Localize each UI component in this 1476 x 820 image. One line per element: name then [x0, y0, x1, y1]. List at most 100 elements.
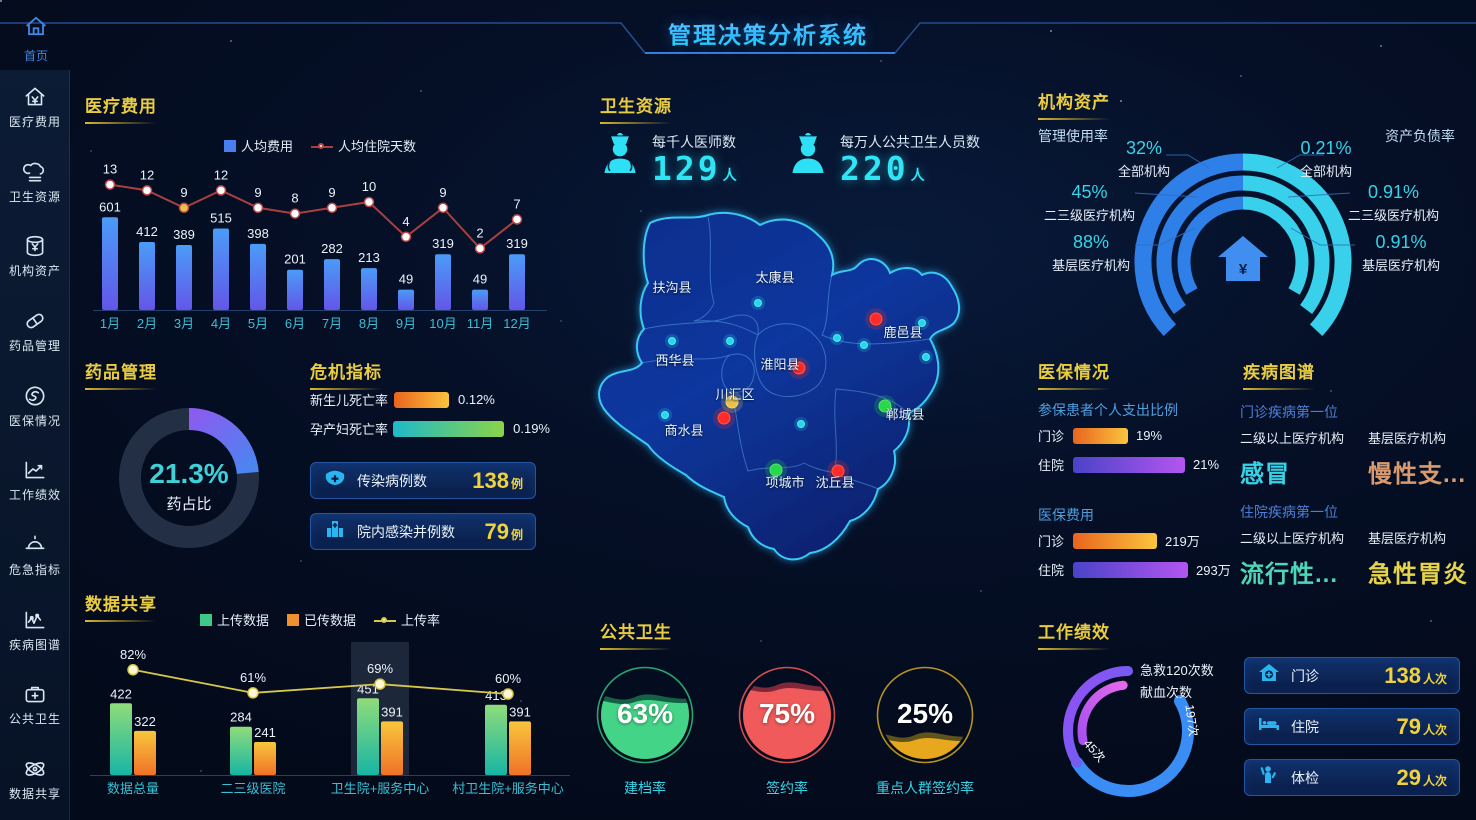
assets-callout-value: 88%	[1072, 232, 1109, 252]
sidebar-item-label: 机构资产	[8, 264, 61, 279]
health-resource-icon	[0, 159, 70, 185]
legend-bar: 人均费用	[223, 136, 293, 155]
disease-org-label: 基层医疗机构	[1368, 431, 1447, 446]
crisis-bar-label: 孕产妇死亡率	[310, 422, 389, 437]
medical-expense-legend: 人均费用 人均住院天数	[85, 136, 555, 155]
map-district-label: 淮阳县	[760, 357, 799, 372]
panel-title-assets: 机构资产	[1038, 88, 1110, 120]
liquid-percent: 63%	[616, 698, 674, 729]
crisis-card-label: 传染病例数	[357, 472, 427, 489]
sidebar-item-health-resource[interactable]: 卫生资源	[0, 159, 70, 205]
assets-right-callout: 0.91% 基层医疗机构	[1362, 232, 1440, 274]
insurance-bar-row: 住院 21%	[1038, 455, 1238, 474]
svg-text:412: 412	[136, 224, 158, 239]
crisis-bar	[394, 391, 449, 408]
performance-card: 住院 79 人次	[1244, 708, 1460, 745]
data-share-icon	[0, 756, 70, 782]
svg-text:12: 12	[140, 167, 154, 182]
home-button[interactable]: 首页	[14, 12, 58, 64]
assets-right-callout: 0.91% 二三级医疗机构	[1348, 182, 1439, 224]
sidebar-item-public-health[interactable]: 公共卫生	[0, 681, 70, 727]
health-stat-value: 220 人	[840, 149, 925, 188]
panel-title-disease: 疾病图谱	[1243, 358, 1315, 390]
sidebar-item-critical[interactable]: 危急指标	[0, 532, 70, 578]
svg-text:4月: 4月	[211, 316, 231, 331]
svg-text:282: 282	[321, 241, 343, 256]
insurance-bar	[1073, 561, 1188, 578]
map-district-label: 太康县	[755, 270, 794, 285]
liquid-circle-chart	[876, 666, 974, 764]
map-shape	[598, 211, 960, 561]
liquid-percent: 75%	[758, 698, 816, 729]
legend-transferred: 已传数据	[286, 610, 356, 629]
home-icon	[21, 16, 51, 44]
insurance-bar-row: 住院 293万	[1038, 560, 1238, 579]
disease-top-name: 急性胃炎	[1368, 561, 1468, 588]
home-label: 首页	[23, 49, 48, 63]
assets-callout-label: 全部机构	[1117, 164, 1170, 179]
panel-title-public-health: 公共卫生	[600, 618, 672, 650]
svg-text:9月: 9月	[396, 316, 416, 331]
transferred-swatch-icon	[286, 614, 299, 626]
assets-callout-label: 全部机构	[1300, 164, 1353, 179]
insurance-bar-row: 门诊 219万	[1038, 531, 1238, 550]
map-markers	[658, 296, 933, 482]
crisis-card-label: 院内感染并例数	[357, 523, 455, 540]
data-share-legend: 上传数据 已传数据 上传率	[85, 610, 555, 629]
svg-text:10: 10	[362, 179, 376, 194]
assets-gauge-chart: ¥	[1134, 153, 1355, 336]
performance-card-value: 138 人次	[1384, 662, 1447, 688]
disease-map-icon	[0, 607, 70, 633]
svg-text:9: 9	[254, 185, 261, 200]
sidebar-item-data-share[interactable]: 数据共享	[0, 756, 70, 802]
sidebar-item-medical-fee[interactable]: 医疗费用	[0, 84, 70, 130]
performance-icon	[0, 457, 70, 483]
disease-subtitle: 住院疾病第一位	[1240, 504, 1338, 520]
sidebar-item-asset[interactable]: 机构资产	[0, 233, 70, 279]
insurance-bar	[1073, 427, 1128, 444]
assets-callout-label: 基层医疗机构	[1051, 258, 1130, 273]
insurance-bar-value: 21%	[1193, 457, 1220, 472]
health-stat-value: 129 人	[652, 149, 737, 188]
svg-text:二三级医院: 二三级医院	[220, 781, 285, 796]
liquid-label: 签约率	[766, 780, 808, 796]
performance-card-value: 79 人次	[1396, 713, 1448, 739]
insurance-icon	[0, 383, 70, 409]
disease-subtitle: 门诊疾病第一位	[1240, 404, 1338, 420]
svg-text:村卫生院+服务中心: 村卫生院+服务中心	[452, 781, 564, 796]
svg-text:422: 422	[110, 686, 132, 701]
legend-upload: 上传数据	[199, 610, 269, 629]
insurance-bar-label: 门诊	[1038, 429, 1065, 444]
map-district-label: 鹿邑县	[883, 325, 922, 340]
sidebar-item-drug[interactable]: 药品管理	[0, 308, 70, 354]
sidebar-item-insurance[interactable]: 医保情况	[0, 383, 70, 429]
liquid-label: 重点人群签约率	[876, 780, 974, 796]
insurance-bar-label: 住院	[1038, 563, 1065, 578]
svg-text:5月: 5月	[248, 316, 268, 331]
svg-text:82%: 82%	[120, 647, 146, 662]
bed-icon	[1257, 712, 1281, 741]
assets-callout-value: 45%	[1071, 182, 1108, 202]
svg-text:12: 12	[214, 167, 228, 182]
panel-title-insurance: 医保情况	[1038, 358, 1110, 390]
svg-text:241: 241	[254, 725, 276, 740]
line-marker-icon	[311, 143, 333, 151]
svg-text:515: 515	[210, 211, 232, 226]
sidebar-item-label: 药品管理	[8, 338, 61, 353]
assets-right-axis-label: 资产负债率	[1385, 128, 1455, 144]
map-district-label: 川汇区	[715, 387, 754, 402]
sidebar-item-disease-map[interactable]: 疾病图谱	[0, 607, 70, 653]
svg-text:60%: 60%	[495, 671, 521, 686]
doctor-icon	[600, 130, 640, 181]
sidebar: 医疗费用卫生资源机构资产药品管理医保情况工作绩效危急指标疾病图谱公共卫生数据共享	[0, 70, 70, 820]
assets-callout-label: 二三级医疗机构	[1043, 208, 1135, 223]
sidebar-item-label: 卫生资源	[8, 189, 61, 204]
disease-org-label: 基层医疗机构	[1368, 531, 1447, 546]
sidebar-item-performance[interactable]: 工作绩效	[0, 457, 70, 503]
disease-top-name: 感冒	[1240, 461, 1290, 488]
liquid-circle-chart	[596, 666, 694, 764]
assets-left-callout: 88% 基层医疗机构	[1052, 232, 1130, 274]
performance-gauge-chart	[1063, 666, 1194, 797]
map-district-label: 沈丘县	[815, 475, 854, 490]
